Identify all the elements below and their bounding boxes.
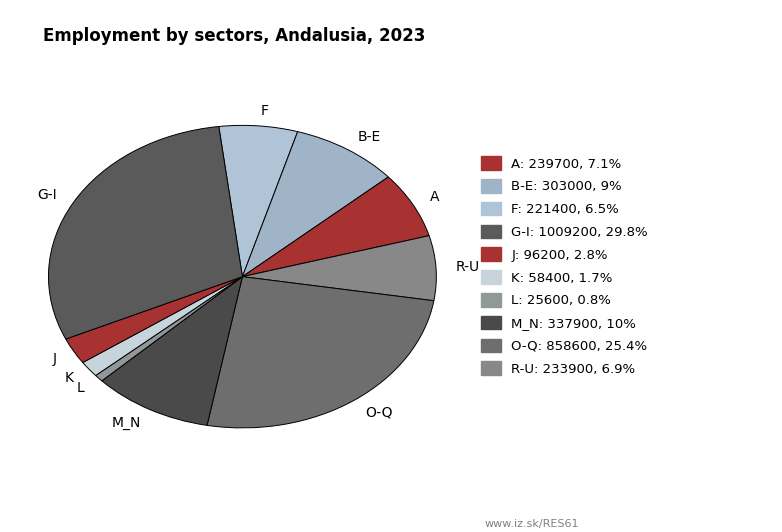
Wedge shape	[95, 277, 242, 381]
Wedge shape	[242, 131, 389, 277]
Wedge shape	[207, 277, 434, 428]
Text: R-U: R-U	[455, 260, 479, 274]
Text: A: A	[430, 190, 439, 204]
Text: O-Q: O-Q	[365, 406, 393, 420]
Text: G-I: G-I	[37, 188, 56, 202]
Text: B-E: B-E	[357, 130, 381, 144]
Wedge shape	[83, 277, 242, 376]
Text: M_N: M_N	[111, 416, 141, 430]
Wedge shape	[102, 277, 242, 426]
Wedge shape	[242, 236, 436, 301]
Wedge shape	[48, 127, 242, 339]
Text: L: L	[77, 381, 84, 395]
Wedge shape	[242, 177, 429, 277]
Text: Employment by sectors, Andalusia, 2023: Employment by sectors, Andalusia, 2023	[44, 27, 425, 45]
Text: F: F	[260, 104, 268, 118]
Legend: A: 239700, 7.1%, B-E: 303000, 9%, F: 221400, 6.5%, G-I: 1009200, 29.8%, J: 96200: A: 239700, 7.1%, B-E: 303000, 9%, F: 221…	[475, 151, 653, 381]
Text: J: J	[52, 352, 57, 365]
Text: www.iz.sk/RES61: www.iz.sk/RES61	[485, 519, 579, 529]
Wedge shape	[219, 126, 298, 277]
Text: K: K	[65, 371, 74, 385]
Wedge shape	[66, 277, 242, 362]
